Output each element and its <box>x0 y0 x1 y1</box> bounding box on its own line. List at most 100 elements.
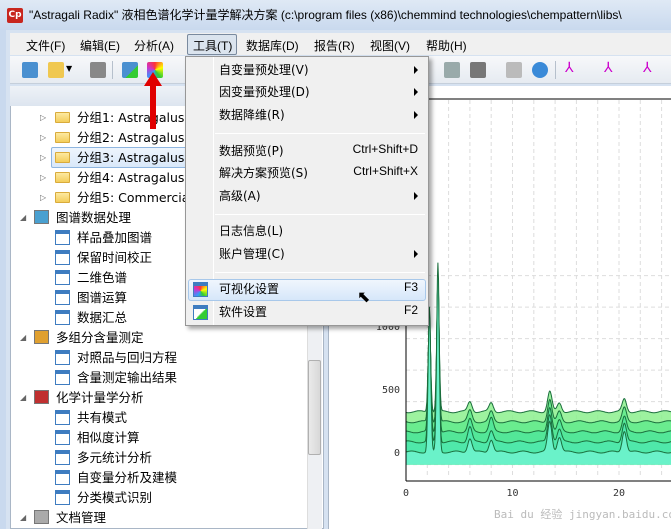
module-icon <box>55 490 70 505</box>
tree-group-item[interactable]: 分组2: Astragalus m <box>77 130 201 145</box>
tree-item[interactable]: 样品叠加图谱 <box>77 230 153 245</box>
save-icon[interactable] <box>90 62 106 78</box>
series-line <box>405 281 671 434</box>
expand-icon[interactable]: ▷ <box>40 173 47 182</box>
module-icon <box>55 370 70 385</box>
folder-icon <box>55 112 70 123</box>
tree-item[interactable]: 相似度计算 <box>77 430 140 445</box>
y-tick-label: 500 <box>382 385 400 396</box>
tree-section[interactable]: 文档管理 <box>56 510 107 525</box>
software-settings-icon[interactable] <box>122 62 138 78</box>
open-folder-icon[interactable] <box>48 62 64 78</box>
menu-item[interactable]: 数据预览(P) <box>219 144 284 158</box>
menu-shortcut: Ctrl+Shift+X <box>353 164 418 178</box>
tree-section[interactable]: 多组分含量测定 <box>56 330 144 345</box>
title-bar <box>0 0 671 30</box>
section-icon <box>34 330 49 344</box>
menu-item[interactable]: 高级(A) <box>219 189 261 203</box>
tree-group-item[interactable]: 分组3: Astragalus f <box>77 150 193 165</box>
tree-item[interactable]: 对照品与回归方程 <box>77 350 178 365</box>
menu-item[interactable]: 日志信息(L) <box>219 224 284 238</box>
chromatogram-chart: 0 500 1000 0 10 20 Bai du 经验 jingyan.baidu.com <box>329 98 671 521</box>
section-icon <box>34 390 49 404</box>
tree-item[interactable]: 保留时间校正 <box>77 250 153 265</box>
submenu-arrow-icon <box>414 192 418 200</box>
tree-item[interactable]: 共有模式 <box>77 410 128 425</box>
collapse-icon[interactable]: ◢ <box>20 393 27 402</box>
expand-icon[interactable]: ▷ <box>40 193 47 202</box>
module-icon <box>55 430 70 445</box>
axis-icon[interactable]: ⅄ <box>604 60 613 76</box>
expand-icon[interactable]: ▷ <box>40 113 47 122</box>
menu-separator <box>215 272 425 273</box>
menu-item[interactable]: 自变量预处理(V) <box>219 63 309 77</box>
series-line <box>405 278 671 444</box>
menu-report[interactable]: 报告(R) <box>314 39 355 53</box>
pan-icon[interactable] <box>506 62 522 78</box>
menu-file[interactable]: 文件(F) <box>26 39 66 53</box>
x-tick-label: 20 <box>613 488 625 499</box>
menu-view[interactable]: 视图(V) <box>370 39 410 53</box>
menu-tools[interactable]: 工具(T) <box>193 39 233 53</box>
tree-item[interactable]: 二维色谱 <box>77 270 128 285</box>
module-icon <box>55 310 70 325</box>
red-arrow-head <box>144 72 162 86</box>
menu-item[interactable]: 可视化设置 <box>219 282 280 296</box>
collapse-icon[interactable]: ◢ <box>20 213 27 222</box>
expand-icon[interactable]: ▷ <box>40 133 47 142</box>
tree-section[interactable]: 图谱数据处理 <box>56 210 132 225</box>
tree-group-item[interactable]: 分组1: Astragalus m <box>77 110 201 125</box>
red-arrow-annotation <box>150 84 156 129</box>
scrollbar-thumb[interactable] <box>308 360 321 455</box>
tree-item[interactable]: 含量测定输出结果 <box>77 370 178 385</box>
menu-edit[interactable]: 编辑(E) <box>80 39 120 53</box>
module-icon <box>55 410 70 425</box>
menu-gutter <box>213 57 214 325</box>
refresh-icon[interactable] <box>532 62 548 78</box>
collapse-icon[interactable]: ◢ <box>20 513 27 522</box>
menu-separator <box>215 133 425 134</box>
home-icon[interactable] <box>22 62 38 78</box>
tree-item[interactable]: 分类模式识别 <box>77 490 153 505</box>
menu-item[interactable]: 数据降维(R) <box>219 108 285 122</box>
menu-shortcut: Ctrl+Shift+D <box>352 142 418 156</box>
menu-bar <box>10 33 671 55</box>
menu-item[interactable]: 软件设置 <box>219 305 268 319</box>
tree-section[interactable]: 化学计量学分析 <box>56 390 144 405</box>
mouse-cursor-icon: ⬉ <box>357 287 371 306</box>
zoom-tool-icon[interactable] <box>444 62 460 78</box>
expand-icon[interactable]: ▷ <box>40 153 47 162</box>
select-tool-icon[interactable] <box>470 62 486 78</box>
tree-item[interactable]: 自变量分析及建模 <box>77 470 178 485</box>
menu-highlight <box>188 279 426 301</box>
menu-item[interactable]: 因变量预处理(D) <box>219 85 310 99</box>
module-icon <box>55 270 70 285</box>
menu-item[interactable]: 账户管理(C) <box>219 247 285 261</box>
section-icon <box>34 510 49 524</box>
series-fill <box>406 283 671 465</box>
dropdown-icon[interactable]: ▼ <box>66 64 73 73</box>
series-fill <box>406 281 671 465</box>
tree-group-item[interactable]: 分组5: Commercial <box>77 190 193 205</box>
menu-analysis[interactable]: 分析(A) <box>134 39 174 53</box>
menu-tools-active[interactable] <box>187 34 237 55</box>
tree-item[interactable]: 多元统计分析 <box>77 450 153 465</box>
axis-icon[interactable]: ⅄ <box>565 60 574 76</box>
collapse-icon[interactable]: ◢ <box>20 333 27 342</box>
menu-help[interactable]: 帮助(H) <box>426 39 467 53</box>
y-tick-label: 1000 <box>376 322 400 333</box>
module-icon <box>55 250 70 265</box>
menu-item[interactable]: 解决方案预览(S) <box>219 166 308 180</box>
y-tick-label: 0 <box>394 448 400 459</box>
tree-item[interactable]: 数据汇总 <box>77 310 128 325</box>
menu-shortcut: F3 <box>403 280 418 294</box>
axis-icon[interactable]: ⅄ <box>643 60 652 76</box>
x-tick-label: 10 <box>506 488 518 499</box>
tree-group-item[interactable]: 分组4: Astragalus e <box>77 170 197 185</box>
menu-separator <box>215 214 425 215</box>
tree-item[interactable]: 图谱运算 <box>77 290 128 305</box>
menu-database[interactable]: 数据库(D) <box>246 39 299 53</box>
folder-icon <box>55 132 70 143</box>
series-line <box>405 262 671 454</box>
x-tick-label: 0 <box>403 488 409 499</box>
